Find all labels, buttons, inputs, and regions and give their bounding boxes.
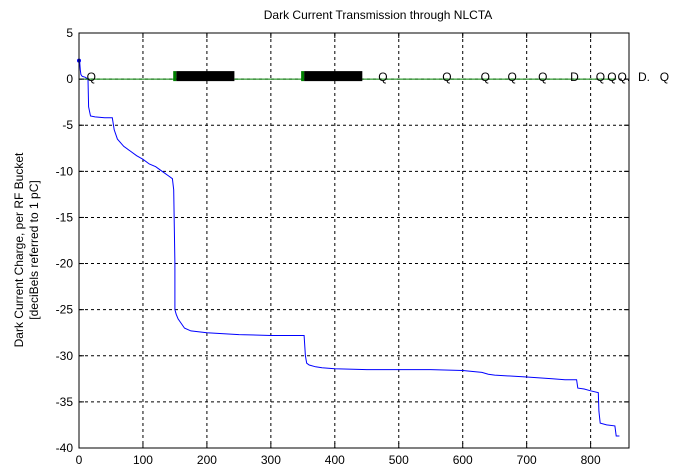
series-line-0 — [79, 60, 620, 437]
element-marker: Q — [607, 70, 616, 84]
y-tick-label: -5 — [62, 118, 73, 132]
element-marker: Q. — [617, 70, 630, 84]
element-marker: Q — [507, 70, 516, 84]
y-tick-label: -20 — [56, 257, 74, 271]
y-tick-label: -35 — [56, 395, 74, 409]
element-marker: Q — [660, 70, 669, 84]
element-marker: Q — [538, 70, 547, 84]
y-tick-label: 0 — [66, 72, 73, 86]
grid-lines — [79, 33, 629, 448]
x-tick-label: 200 — [197, 453, 217, 467]
axis-ticks — [78, 32, 629, 449]
element-marker: Q — [378, 70, 387, 84]
x-tick-label: 400 — [325, 453, 345, 467]
element-marker: D. — [638, 70, 650, 84]
x-tick-label: 800 — [581, 453, 601, 467]
plot-area — [78, 32, 630, 449]
series-layer — [77, 58, 620, 437]
x-tick-label: 600 — [453, 453, 473, 467]
x-tick-label: 700 — [517, 453, 537, 467]
chart-title: Dark Current Transmission through NLCTA — [264, 8, 493, 22]
axis-tick-labels: 0 100 200 300 400 500 600 700 800 5 0 -5 -10 -15 -20 -2… — [56, 26, 601, 467]
element-marker: Q — [596, 70, 605, 84]
x-tick-label: 300 — [261, 453, 281, 467]
marker-layer: Q Q Q Q Q Q D Q Q Q. D. Q — [87, 70, 669, 84]
y-tick-label: -10 — [56, 164, 74, 178]
x-tick-label: 0 — [76, 453, 83, 467]
y-axis-label-line1: Dark Current Charge, per RF Bucket — [12, 152, 26, 347]
dense-marker-band — [176, 71, 235, 82]
dense-marker-band-edge — [301, 71, 305, 82]
dense-marker-band-edge — [173, 71, 177, 82]
y-tick-label: -30 — [56, 349, 74, 363]
element-marker: Q — [442, 70, 451, 84]
element-marker: D — [570, 70, 579, 84]
y-tick-label: -25 — [56, 303, 74, 317]
y-tick-label: -15 — [56, 210, 74, 224]
y-tick-label: -40 — [56, 441, 74, 455]
x-tick-label: 100 — [133, 453, 153, 467]
element-marker: Q — [87, 70, 96, 84]
y-tick-label: 5 — [66, 26, 73, 40]
dense-marker-band — [304, 71, 363, 82]
x-tick-label: 500 — [389, 453, 409, 467]
y-axis-label-line2: [deciBels referred to 1 pC] — [27, 180, 41, 319]
element-marker: Q — [481, 70, 490, 84]
